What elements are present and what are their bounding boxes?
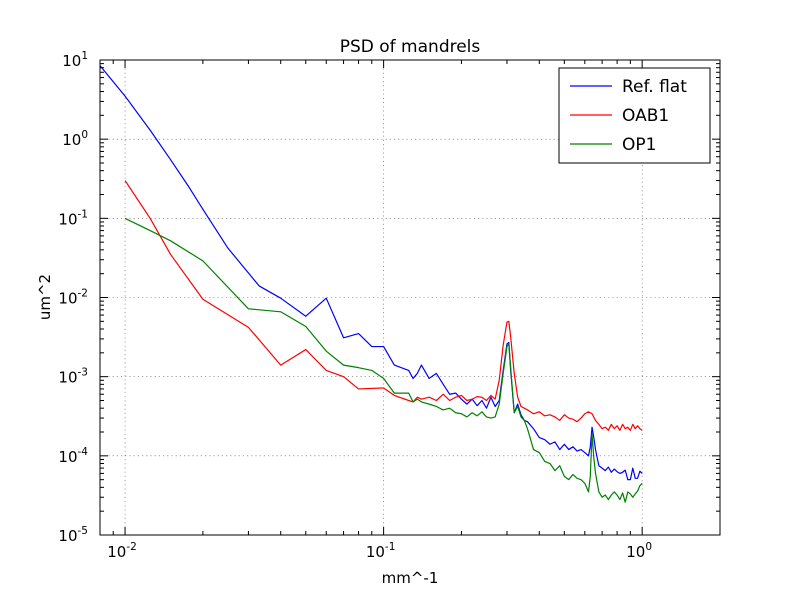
y-tick-label: 101	[62, 50, 88, 70]
x-tick-base: 10	[366, 543, 385, 561]
y-tick-base: 10	[58, 527, 77, 545]
y-tick-base: 10	[58, 290, 77, 308]
y-tick-base: 10	[58, 448, 77, 466]
y-tick-exponent: -1	[78, 208, 88, 220]
legend-label: Ref. flat	[622, 77, 687, 97]
x-tick-label: 10-1	[366, 541, 396, 561]
y-tick-exponent: -4	[78, 446, 89, 458]
x-axis-label: mm^-1	[382, 569, 439, 587]
y-tick-exponent: -3	[78, 367, 88, 379]
y-tick-label: 10-4	[58, 446, 88, 466]
x-tick-exponent: -2	[126, 541, 136, 553]
x-tick-exponent: -1	[385, 541, 395, 553]
y-tick-base: 10	[62, 131, 81, 149]
plot-frame	[99, 59, 721, 536]
y-tick-label: 100	[62, 129, 88, 149]
y-axis-label: um^2	[36, 274, 54, 320]
legend: Ref. flat OAB1 OP1	[558, 67, 711, 164]
y-tick-base: 10	[62, 52, 81, 70]
y-tick-base: 10	[58, 210, 77, 228]
x-tick-label: 100	[626, 541, 652, 561]
x-tick-base: 10	[626, 543, 645, 561]
x-tick-exponent: 0	[645, 541, 652, 553]
series-line-oab1	[124, 180, 643, 431]
y-tick-base: 10	[58, 369, 77, 387]
y-tick-label: 10-2	[58, 288, 88, 308]
chart-title: PSD of mandrels	[340, 37, 481, 57]
series-line-op1	[124, 217, 643, 503]
tick-marks	[100, 59, 720, 536]
legend-label: OAB1	[622, 106, 669, 126]
y-tick-exponent: 0	[81, 129, 88, 141]
y-tick-exponent: -5	[78, 525, 88, 537]
x-tick-base: 10	[107, 543, 126, 561]
y-tick-exponent: -2	[78, 288, 88, 300]
y-tick-label: 10-5	[58, 525, 88, 545]
x-tick-labels: 10-2 10-1 100	[107, 541, 652, 561]
y-tick-label: 10-3	[58, 367, 88, 387]
legend-label: OP1	[622, 135, 656, 155]
series-group	[99, 65, 643, 503]
y-tick-exponent: 1	[81, 50, 88, 62]
y-tick-label: 10-1	[58, 208, 88, 228]
x-tick-label: 10-2	[107, 541, 137, 561]
